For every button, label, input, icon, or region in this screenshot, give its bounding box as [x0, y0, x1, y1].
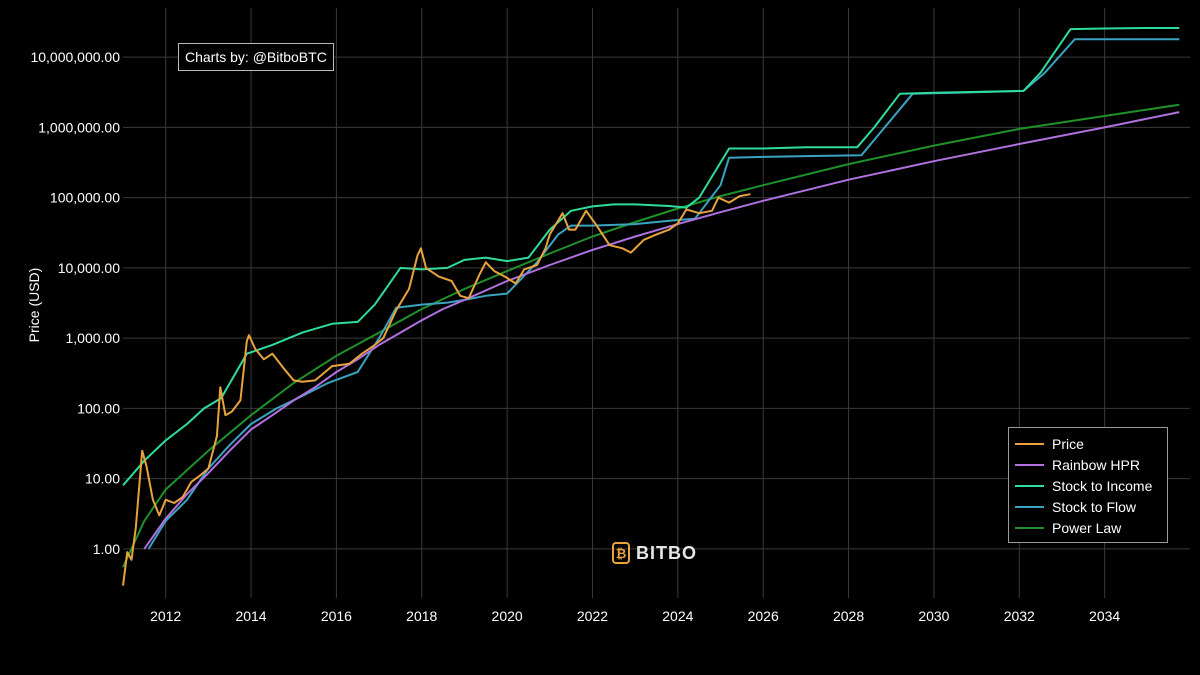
- series-line-stock-to-income: [122, 27, 1180, 487]
- bitbo-watermark: ₿ BITBO: [612, 542, 697, 564]
- y-tick-label: 100,000.00: [50, 190, 120, 206]
- series-layer: [122, 27, 1180, 586]
- y-tick-label: 100.00: [77, 400, 120, 416]
- legend-swatch: [1015, 505, 1044, 508]
- legend-swatch: [1015, 463, 1044, 466]
- watermark-text: BITBO: [636, 542, 697, 563]
- bitcoin-logo-icon: ₿: [612, 542, 630, 564]
- y-tick-label: 10,000,000.00: [30, 49, 120, 65]
- y-tick-label: 1,000.00: [66, 330, 121, 346]
- legend-label: Stock to Income: [1052, 477, 1153, 494]
- x-tick-label: 2028: [833, 608, 864, 624]
- legend-label: Price: [1052, 435, 1084, 452]
- series-line-power-law: [122, 103, 1180, 568]
- y-tick-label: 1,000,000.00: [38, 119, 120, 135]
- x-tick-label: 2016: [321, 608, 352, 624]
- legend-item[interactable]: Power Law: [1009, 517, 1167, 538]
- legend-swatch: [1015, 526, 1044, 529]
- y-tick-label: 10,000.00: [58, 260, 120, 276]
- chart-credit: Charts by: @BitboBTC: [178, 43, 334, 71]
- legend-item[interactable]: Rainbow HPR: [1009, 454, 1167, 475]
- x-tick-label: 2030: [918, 608, 949, 624]
- y-tick-label: 10.00: [85, 471, 120, 487]
- x-tick-label: 2022: [577, 608, 608, 624]
- legend-label: Rainbow HPR: [1052, 456, 1140, 473]
- y-tick-label: 1.00: [93, 541, 120, 557]
- legend-swatch: [1015, 442, 1044, 445]
- x-tick-label: 2026: [748, 608, 779, 624]
- svg-text:₿: ₿: [616, 546, 627, 561]
- legend-item[interactable]: Stock to Income: [1009, 475, 1167, 496]
- x-tick-label: 2034: [1089, 608, 1120, 624]
- x-tick-label: 2024: [662, 608, 693, 624]
- legend-item[interactable]: Stock to Flow: [1009, 496, 1167, 517]
- y-axis-label: Price (USD): [26, 267, 42, 343]
- axes: 1.00 10.00 100.00 1,000.00 10,000.00 100,000.…: [30, 49, 1120, 624]
- series-line-rainbow-hpr: [143, 111, 1180, 550]
- x-tick-label: 2018: [406, 608, 437, 624]
- legend: Price Rainbow HPR Stock to Income Stock to …: [1008, 427, 1168, 543]
- legend-swatch: [1015, 484, 1044, 487]
- x-tick-label: 2032: [1004, 608, 1035, 624]
- x-tick-label: 2020: [492, 608, 523, 624]
- x-tick-label: 2012: [150, 608, 181, 624]
- grid: [123, 8, 1190, 598]
- legend-label: Stock to Flow: [1052, 498, 1137, 515]
- x-tick-label: 2014: [235, 608, 266, 624]
- series-line-price: [122, 193, 751, 586]
- legend-item[interactable]: Price: [1009, 433, 1167, 454]
- legend-label: Power Law: [1052, 519, 1122, 536]
